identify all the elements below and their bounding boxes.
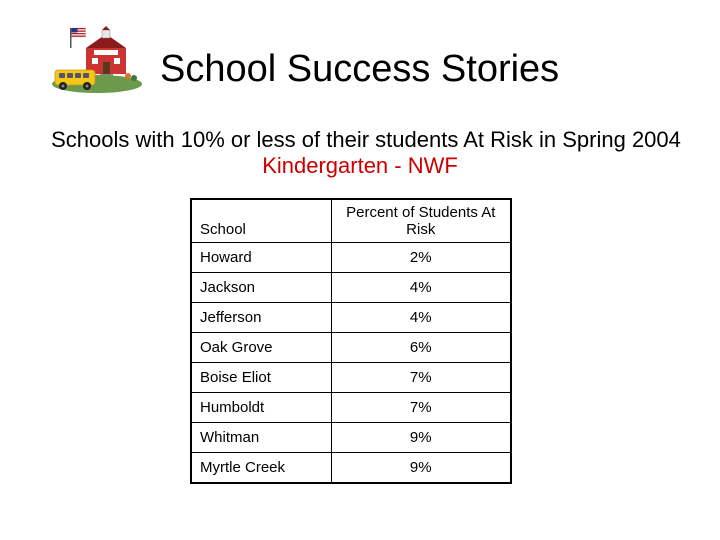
cell-percent: 9% [331,423,511,453]
col-header-school: School [191,199,331,243]
table-row: Jackson 4% [191,273,511,303]
schoolhouse-bus-icon [50,26,145,96]
table-row: Myrtle Creek 9% [191,453,511,484]
table-row: Jefferson 4% [191,303,511,333]
cell-percent: 2% [331,243,511,273]
schools-table: School Percent of Students At Risk Howar… [190,198,512,484]
col-header-percent: Percent of Students At Risk [331,199,511,243]
cell-percent: 7% [331,393,511,423]
table-row: Oak Grove 6% [191,333,511,363]
table-header-row: School Percent of Students At Risk [191,199,511,243]
cell-school: Jefferson [191,303,331,333]
cell-school: Humboldt [191,393,331,423]
table-row: Howard 2% [191,243,511,273]
cell-percent: 7% [331,363,511,393]
subtitle-line-1: Schools with 10% or less of their studen… [16,127,716,153]
cell-percent: 6% [331,333,511,363]
table-row: Humboldt 7% [191,393,511,423]
cell-school: Howard [191,243,331,273]
cell-percent: 4% [331,303,511,333]
cell-school: Oak Grove [191,333,331,363]
cell-school: Whitman [191,423,331,453]
table-row: Boise Eliot 7% [191,363,511,393]
table-row: Whitman 9% [191,423,511,453]
cell-percent: 4% [331,273,511,303]
cell-school: Jackson [191,273,331,303]
cell-school: Myrtle Creek [191,453,331,484]
page-title: School Success Stories [160,48,559,91]
cell-school: Boise Eliot [191,363,331,393]
subtitle-line-2: Kindergarten - NWF [0,153,720,179]
cell-percent: 9% [331,453,511,484]
